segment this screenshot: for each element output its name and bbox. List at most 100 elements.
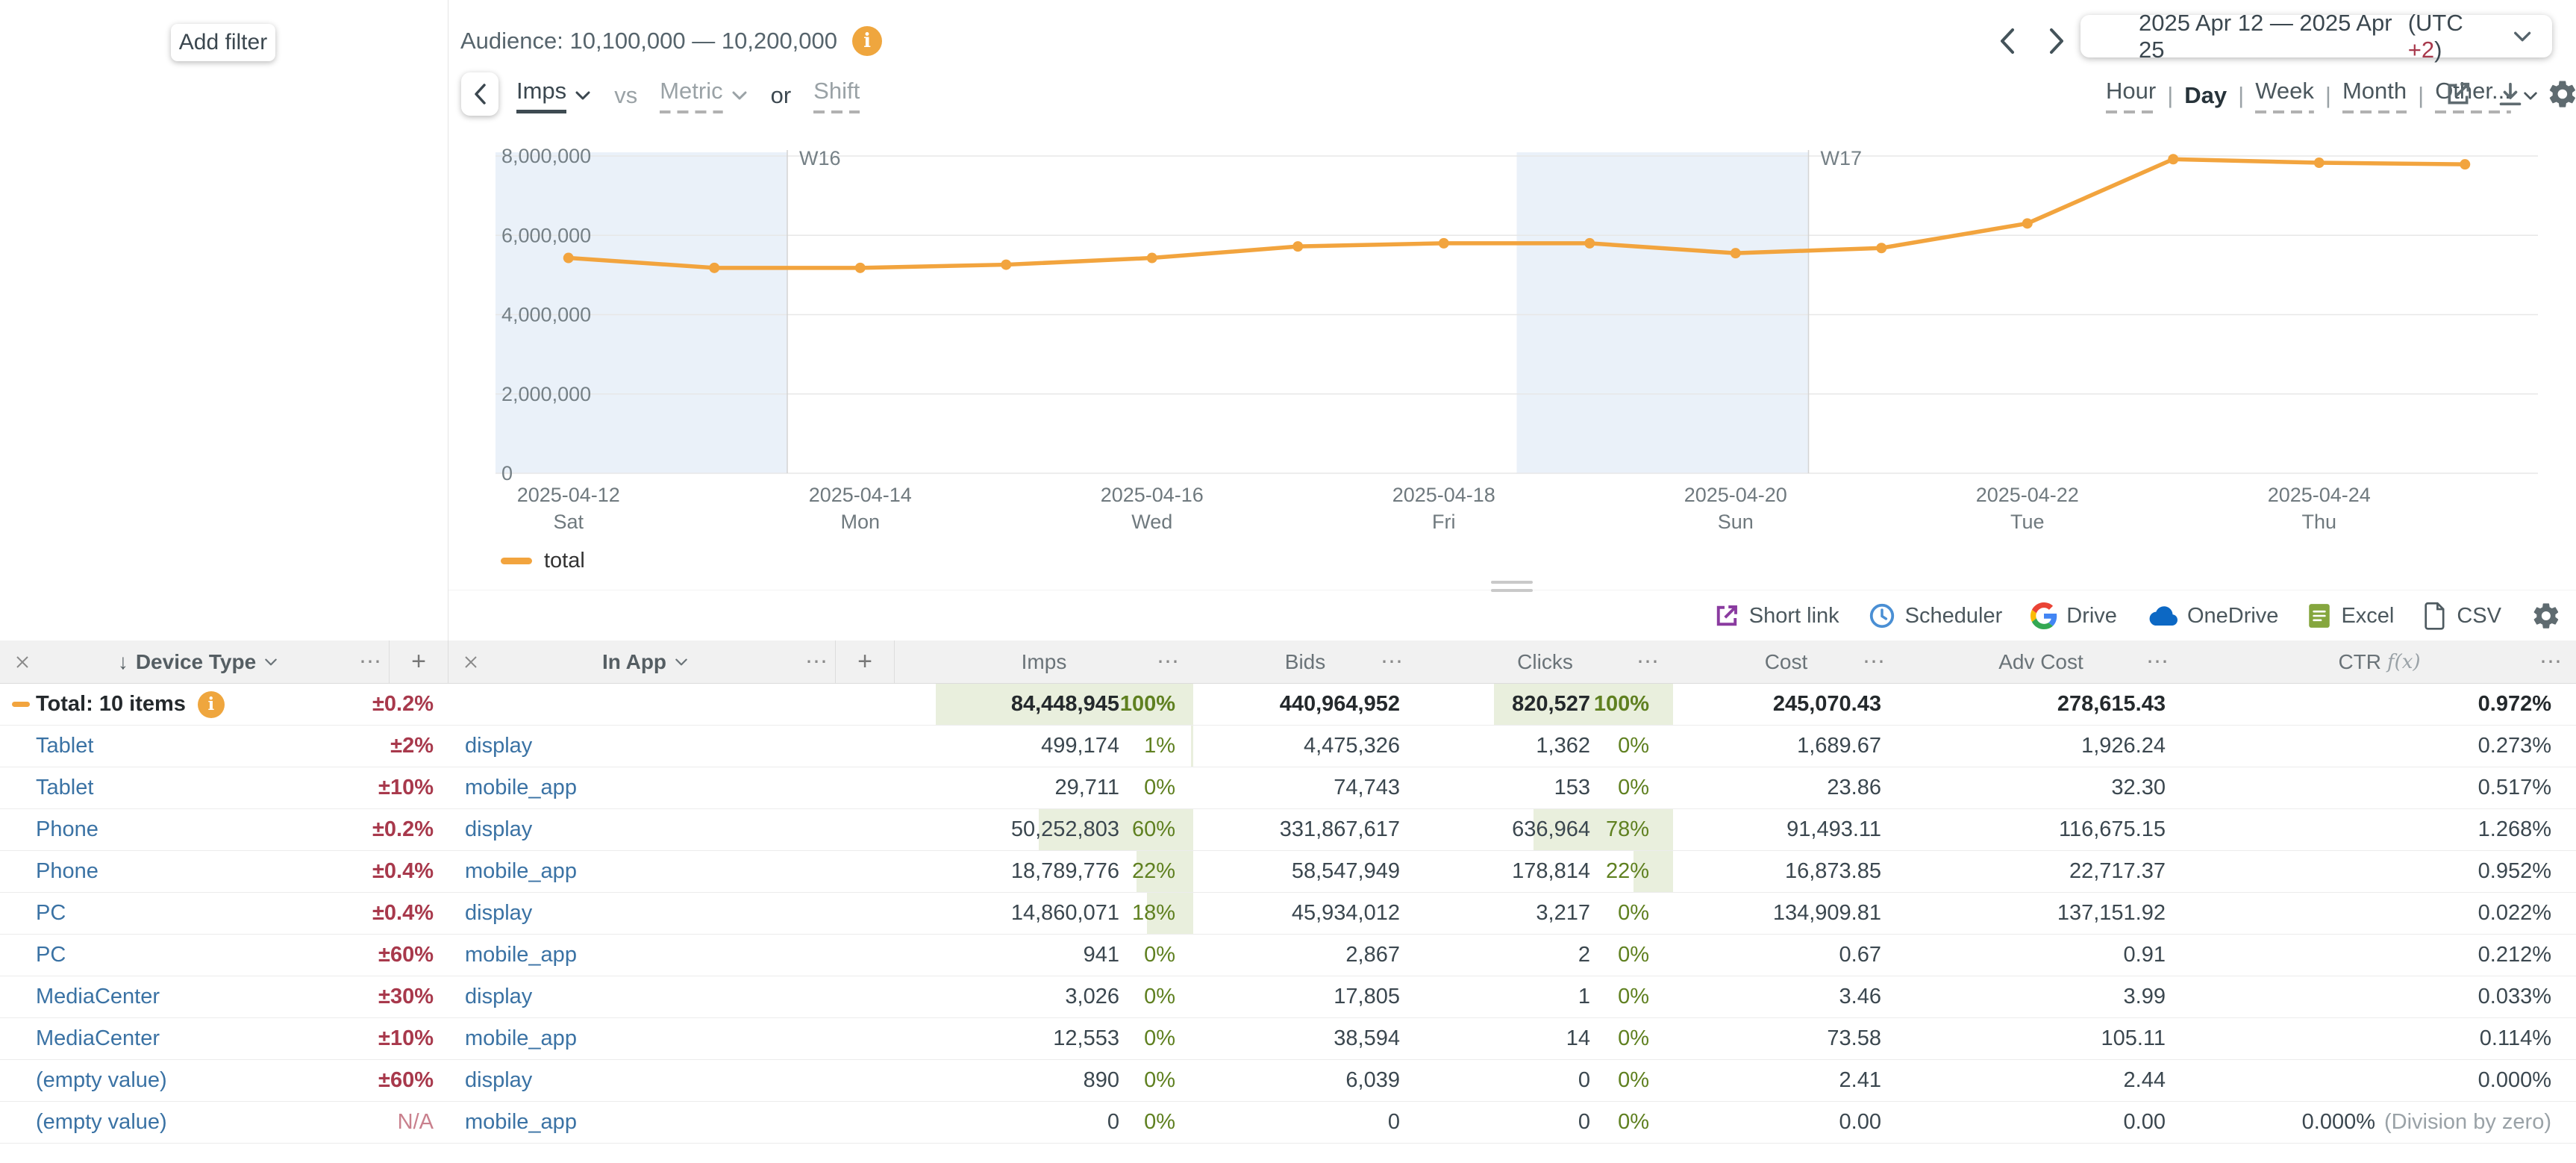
metric-percent: 0% (1144, 776, 1175, 799)
in-app-link[interactable]: mobile_app (465, 1110, 577, 1134)
adv-cost-value: 105.11 (2101, 1026, 2166, 1050)
metric-value: 2 (1578, 943, 1590, 967)
secondary-metric-selector[interactable]: Metric (660, 78, 748, 113)
granularity-week[interactable]: Week (2255, 78, 2314, 113)
device-type-sort-label[interactable]: ↓ Device Type (45, 640, 351, 683)
resize-handle[interactable] (1491, 581, 1533, 592)
info-icon[interactable]: i (197, 690, 225, 718)
in-app-column-header: In App ⋯ + (448, 640, 895, 683)
column-menu-icon[interactable]: ⋯ (1381, 649, 1403, 674)
device-type-link[interactable]: (empty value) (36, 1068, 167, 1092)
csv-export-button[interactable]: CSV (2422, 602, 2501, 630)
scheduler-button[interactable]: Scheduler (1868, 602, 2002, 630)
adv-cost-column-header[interactable]: Adv Cost ⋯ (1899, 640, 2183, 683)
adv-cost-value: 3.99 (2123, 985, 2166, 1008)
noise-value: ±0.2% (372, 692, 434, 716)
separator: | (2238, 82, 2245, 108)
column-menu-icon[interactable]: ⋯ (2539, 649, 2562, 674)
device-type-link[interactable]: Phone (36, 859, 99, 883)
device-type-link[interactable]: Phone (36, 817, 99, 841)
metric-value: 3,026 (1065, 985, 1119, 1008)
download-icon[interactable] (2494, 78, 2527, 110)
in-app-menu-icon[interactable]: ⋯ (805, 649, 828, 674)
cost-column-header[interactable]: Cost ⋯ (1673, 640, 1899, 683)
bids-value: 440,964,952 (1279, 692, 1400, 716)
add-filter-button[interactable]: Add filter (171, 24, 275, 61)
collapse-chart-button[interactable] (461, 72, 498, 116)
add-dimension-icon[interactable]: + (389, 640, 448, 683)
in-app-link[interactable]: display (465, 734, 533, 758)
line-chart: 0 2,000,000 4,000,000 6,000,000 8,000,000 W16… (495, 145, 2538, 533)
chart-legend-item[interactable]: total (501, 549, 585, 573)
percent-bar (1533, 809, 1673, 850)
ctr-value: 1.268% (2477, 817, 2551, 841)
device-type-menu-icon[interactable]: ⋯ (359, 649, 381, 674)
open-in-new-icon[interactable] (2442, 78, 2475, 110)
shift-selector[interactable]: Shift (813, 78, 860, 113)
in-app-link[interactable]: display (465, 985, 533, 1008)
info-icon[interactable]: i (852, 26, 883, 56)
in-app-link[interactable]: mobile_app (465, 859, 577, 883)
imps-column-header[interactable]: Imps ⋯ (895, 640, 1193, 683)
in-app-link[interactable]: display (465, 901, 533, 925)
in-app-link[interactable]: mobile_app (465, 943, 577, 967)
in-app-sort-label[interactable]: In App (493, 640, 798, 683)
granularity-other[interactable]: Other... (2435, 78, 2511, 113)
in-app-link[interactable]: display (465, 1068, 533, 1092)
add-dimension-icon[interactable]: + (835, 640, 894, 683)
granularity-hour[interactable]: Hour (2106, 78, 2157, 113)
device-type-link[interactable]: MediaCenter (36, 1026, 160, 1050)
device-type-link[interactable]: Tablet (36, 734, 94, 758)
gear-icon[interactable] (2546, 78, 2576, 110)
device-type-link[interactable]: PC (36, 943, 66, 967)
metric-percent: 0% (1144, 943, 1175, 967)
adv-cost-value: 137,151.92 (2057, 901, 2166, 925)
column-menu-icon[interactable]: ⋯ (1157, 649, 1179, 674)
data-point (563, 252, 574, 264)
remove-device-type-icon[interactable] (0, 640, 45, 683)
ctr-column-header[interactable]: CTR f(x) ⋯ (2183, 640, 2576, 683)
in-app-link[interactable]: mobile_app (465, 1026, 577, 1050)
audience-label: Audience: 10,100,000 — 10,200,000 (460, 28, 838, 54)
noise-value: ±0.2% (372, 817, 434, 841)
column-menu-icon[interactable]: ⋯ (1863, 649, 1885, 674)
date-range-picker[interactable]: 2025 Apr 12 — 2025 Apr 25 (UTC +2) (2081, 10, 2552, 63)
device-type-link[interactable]: PC (36, 901, 66, 925)
excel-export-button[interactable]: Excel (2307, 602, 2394, 629)
percent-bar (936, 684, 1193, 725)
separator: | (2325, 82, 2331, 108)
column-menu-icon[interactable]: ⋯ (1636, 649, 1659, 674)
in-app-link[interactable]: display (465, 817, 533, 841)
device-type-link[interactable]: MediaCenter (36, 985, 160, 1008)
table-row: (empty value) ±60% display 890 0% 6,039 0 0% 2.4… (0, 1060, 2576, 1102)
x-axis-day-label: Wed (1131, 511, 1172, 533)
remove-in-app-icon[interactable] (448, 640, 493, 683)
primary-metric-selector[interactable]: Imps (516, 78, 592, 113)
bids-column-header[interactable]: Bids ⋯ (1193, 640, 1417, 683)
onedrive-button[interactable]: OneDrive (2145, 604, 2278, 629)
short-link-button[interactable]: Short link (1713, 602, 1839, 629)
table-row: Tablet ±2% display 499,174 1% 4,475,326 1,362 0… (0, 726, 2576, 767)
x-axis-date-label: 2025-04-12 (517, 484, 620, 506)
google-drive-button[interactable]: Drive (2031, 602, 2117, 629)
bids-value: 0 (1387, 1110, 1400, 1134)
metric-value: 18,789,776 (1010, 859, 1119, 883)
date-next-button[interactable] (2040, 25, 2073, 57)
metric-percent: 1% (1144, 734, 1175, 758)
table-row: Phone ±0.4% mobile_app 18,789,776 22% 58,547,… (0, 851, 2576, 893)
metric-value: 50,252,803 (1010, 817, 1119, 841)
date-prev-button[interactable] (1991, 25, 2024, 57)
granularity-day[interactable]: Day (2184, 82, 2228, 108)
data-point (1876, 243, 1887, 254)
granularity-month[interactable]: Month (2342, 78, 2407, 113)
column-menu-icon[interactable]: ⋯ (2146, 649, 2169, 674)
separator: | (2418, 82, 2425, 108)
table-settings-gear-icon[interactable] (2530, 599, 2563, 632)
in-app-link[interactable]: mobile_app (465, 776, 577, 799)
metric-percent: 0% (1618, 734, 1649, 758)
device-type-link[interactable]: (empty value) (36, 1110, 167, 1134)
clicks-column-header[interactable]: Clicks ⋯ (1417, 640, 1673, 683)
device-type-link[interactable]: Tablet (36, 776, 94, 799)
separator: | (2167, 82, 2174, 108)
sort-desc-icon: ↓ (117, 649, 128, 673)
